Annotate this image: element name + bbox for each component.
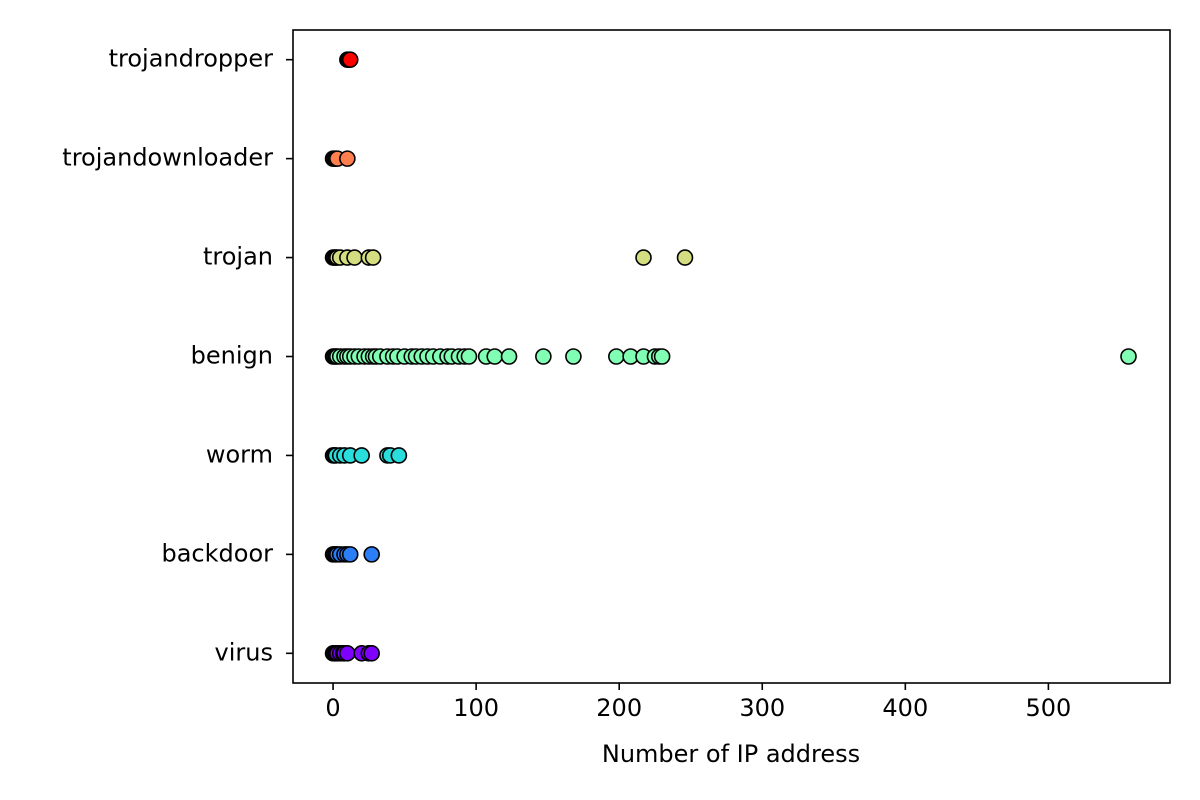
point <box>346 249 363 266</box>
x-tick-label: 300 <box>739 694 785 722</box>
point <box>565 348 582 365</box>
point <box>460 348 478 365</box>
point <box>363 645 380 662</box>
x-tick-label: 100 <box>453 694 499 722</box>
point <box>341 51 359 68</box>
y-tick-label: trojan <box>203 243 273 271</box>
x-axis-label: Number of IP address <box>602 740 860 768</box>
y-tick-label: worm <box>206 440 273 468</box>
point <box>353 447 370 464</box>
y-tick-label: trojandownloader <box>62 144 273 172</box>
y-tick-label: backdoor <box>161 539 273 567</box>
point <box>363 546 380 563</box>
point <box>364 249 382 266</box>
x-tick-label: 200 <box>596 694 642 722</box>
y-tick-label: virus <box>215 638 273 666</box>
y-tick-label: benign <box>191 342 273 370</box>
point <box>608 348 625 365</box>
point <box>676 249 694 266</box>
x-tick-label: 0 <box>325 694 340 722</box>
point <box>339 645 356 662</box>
point <box>486 348 504 365</box>
point <box>1120 348 1137 365</box>
point <box>535 348 552 365</box>
point <box>500 348 518 365</box>
point <box>339 150 356 167</box>
point <box>341 546 359 563</box>
point <box>635 249 652 266</box>
x-tick-label: 500 <box>1025 694 1071 722</box>
point <box>390 447 408 464</box>
y-tick-label: trojandropper <box>109 45 274 73</box>
x-tick-label: 400 <box>882 694 928 722</box>
point <box>653 348 671 365</box>
